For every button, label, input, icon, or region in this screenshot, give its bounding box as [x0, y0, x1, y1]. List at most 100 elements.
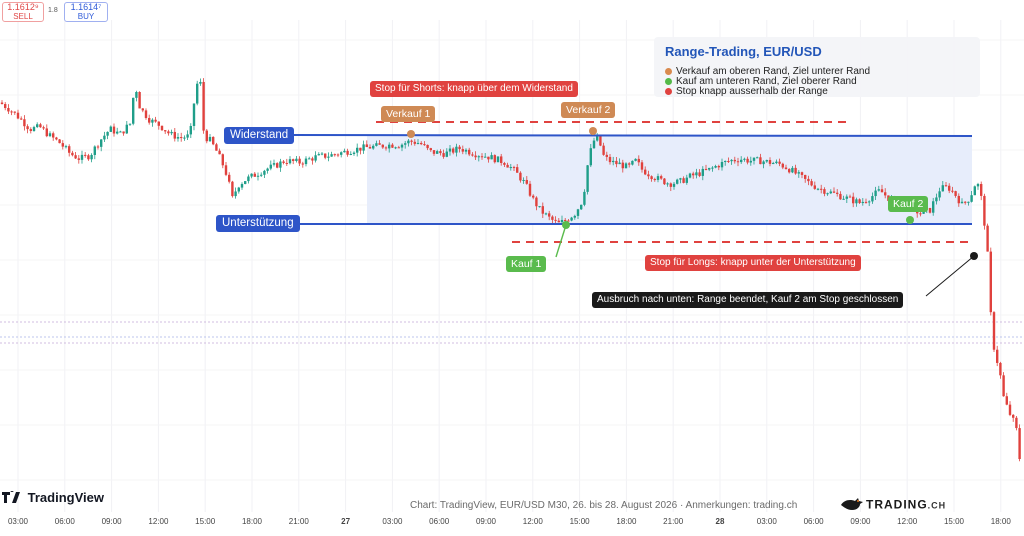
candle — [781, 163, 784, 168]
trading-ch-brand[interactable]: TRADING.CH — [840, 497, 946, 514]
buy-price: 1.1614⁷ — [70, 2, 102, 12]
candle — [599, 135, 602, 146]
candle — [1015, 417, 1018, 429]
candle — [829, 191, 832, 194]
candle — [740, 159, 743, 163]
candle — [436, 151, 439, 154]
chart-legend: Range-Trading, EUR/USD Verkauf am oberen… — [654, 37, 980, 97]
candle — [557, 220, 560, 223]
x-tick-label: 09:00 — [850, 517, 871, 526]
candle — [487, 156, 490, 160]
x-tick-label: 28 — [715, 517, 725, 526]
candle — [164, 130, 167, 132]
x-tick-label: 03:00 — [382, 517, 403, 526]
candle — [119, 131, 122, 133]
candle — [288, 159, 292, 164]
candle — [212, 136, 215, 145]
candle — [976, 184, 980, 187]
candle — [493, 155, 496, 163]
x-tick-label: 15:00 — [195, 517, 216, 526]
candle — [935, 197, 938, 202]
bull-icon — [840, 497, 864, 514]
candle — [1008, 404, 1012, 415]
candle — [672, 183, 676, 187]
candle — [778, 161, 781, 164]
legend-sell-dot — [665, 67, 672, 75]
candle — [836, 192, 839, 194]
candle — [762, 161, 765, 165]
candle — [103, 135, 106, 140]
candle — [413, 141, 416, 144]
candle — [106, 131, 109, 136]
candle — [298, 158, 301, 164]
legend-item-stop: Stop knapp ausserhalb der Range — [665, 86, 828, 98]
candle — [823, 189, 826, 194]
candle — [586, 165, 589, 192]
x-tick-label: 12:00 — [522, 517, 543, 526]
candle — [500, 156, 503, 163]
candle — [637, 158, 640, 163]
candle — [800, 172, 804, 175]
candle — [304, 158, 308, 165]
candle — [858, 199, 861, 204]
candle — [653, 179, 656, 181]
candle — [503, 162, 506, 165]
sell-price-button[interactable]: 1.1612⁹ SELL — [2, 2, 44, 22]
candle — [464, 149, 468, 152]
tradingview-logo[interactable]: TradingView — [2, 488, 104, 506]
candle — [314, 155, 317, 161]
candle — [160, 125, 164, 131]
candle — [52, 133, 55, 138]
candle — [490, 155, 493, 160]
candle — [167, 131, 170, 134]
sell-label: SELL — [13, 12, 33, 21]
candle — [759, 157, 762, 165]
candle — [93, 146, 96, 155]
candle — [269, 164, 272, 169]
candle — [68, 146, 71, 153]
candle — [87, 155, 90, 160]
candle — [679, 178, 682, 180]
candle — [704, 168, 708, 170]
candle — [839, 193, 842, 200]
candle — [695, 172, 698, 176]
candle — [112, 126, 116, 134]
candle — [730, 159, 733, 162]
candle — [685, 177, 688, 183]
legend-title: Range-Trading, EUR/USD — [665, 44, 822, 59]
legend-stop-dot — [665, 87, 672, 95]
candle — [170, 131, 173, 134]
candle — [199, 81, 202, 84]
candle — [256, 175, 260, 177]
x-tick-label: 12:00 — [897, 517, 918, 526]
candle — [55, 137, 58, 140]
candle — [957, 195, 960, 204]
candle — [1005, 396, 1008, 405]
buy-price-button[interactable]: 1.1614⁷ BUY — [64, 2, 108, 22]
candle — [71, 152, 74, 156]
candle — [989, 251, 992, 313]
candle — [612, 160, 615, 163]
candle — [244, 181, 247, 185]
candle — [810, 181, 813, 186]
candle — [455, 146, 458, 153]
candle — [64, 146, 68, 148]
candle — [208, 136, 212, 142]
candle — [26, 126, 29, 130]
candle — [141, 108, 144, 111]
candle — [189, 125, 192, 135]
candle — [260, 174, 263, 176]
candle — [848, 196, 852, 198]
candle — [452, 148, 455, 153]
candle — [852, 196, 855, 204]
candle — [967, 201, 970, 203]
candle — [919, 213, 922, 215]
candle — [589, 148, 592, 166]
candle — [42, 127, 45, 129]
price-level-dashes — [0, 321, 1024, 344]
breakout-marker — [970, 252, 978, 260]
candle — [215, 144, 218, 151]
candle — [663, 178, 666, 185]
candle — [864, 201, 868, 203]
candle — [151, 119, 154, 123]
